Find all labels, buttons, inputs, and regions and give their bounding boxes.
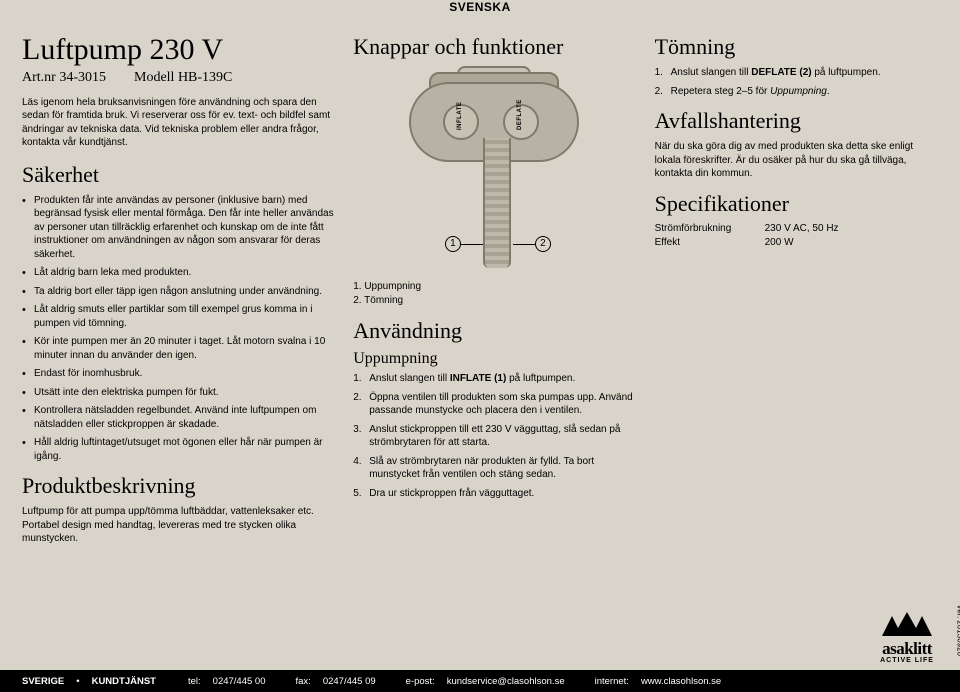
footer-dept: KUNDTJÄNST (92, 676, 156, 687)
safety-item: Kontrollera nätsladden regelbundet. Anvä… (22, 404, 335, 431)
deflate-steps: Anslut slangen till DEFLATE (2) på luftp… (655, 66, 938, 98)
spec-value: 230 V AC, 50 Hz (765, 223, 839, 234)
safety-item: Produkten får inte användas av personer … (22, 194, 335, 262)
usage-heading: Användning (353, 318, 636, 344)
intro-text: Läs igenom hela bruksanvisningen före an… (22, 96, 335, 150)
safety-list: Produkten får inte användas av personer … (22, 194, 335, 464)
column-right: Tömning Anslut slangen till DEFLATE (2) … (655, 34, 938, 552)
pump-hose (483, 138, 511, 268)
spec-row: Effekt 200 W (655, 237, 938, 248)
callout-2: 2 (535, 236, 551, 252)
productdesc-body: Luftpump för att pumpa upp/tömma luftbäd… (22, 505, 335, 546)
step-item: Slå av strömbrytaren när produkten är fy… (353, 455, 636, 482)
step-item: Repetera steg 2–5 för Uppumpning. (655, 85, 938, 99)
safety-item: Håll aldrig luftintaget/utsuget mot ögon… (22, 436, 335, 463)
logo-brand-text: asaklitt (876, 640, 938, 657)
deflate-heading: Tömning (655, 34, 938, 60)
safety-item: Ta aldrig bort eller täpp igen någon ans… (22, 285, 335, 299)
column-left: Luftpump 230 V Art.nr 34-3015 Modell HB-1… (22, 34, 335, 552)
waste-body: När du ska göra dig av med produkten ska… (655, 140, 938, 181)
footer-country: SVERIGE (22, 676, 64, 687)
footer-fax: 0247/445 09 (323, 676, 376, 687)
brand-logo: asaklitt ACTIVE LIFE (876, 612, 938, 664)
specs-heading: Specifikationer (655, 191, 938, 217)
step-item: Dra ur stickproppen från vägguttaget. (353, 487, 636, 501)
inflate-steps: Anslut slangen till INFLATE (1) på luftp… (353, 372, 636, 500)
callout-1: 1 (445, 236, 461, 252)
footer-sep: • (76, 676, 79, 687)
footer-fax-label: fax: (296, 676, 311, 687)
subtitle-row: Art.nr 34-3015 Modell HB-139C (22, 70, 335, 86)
productdesc-heading: Produktbeskrivning (22, 473, 335, 499)
logo-tagline: ACTIVE LIFE (876, 657, 938, 664)
spec-key: Effekt (655, 237, 765, 248)
port-deflate-label: DEFLATE (517, 99, 523, 130)
pump-illustration: INFLATE DEFLATE 1 2 (385, 66, 605, 276)
safety-item: Endast för inomhusbruk. (22, 367, 335, 381)
language-tag: SVENSKA (0, 0, 960, 14)
step-item: Öppna ventilen till produkten som ska pu… (353, 391, 636, 418)
footer-bar: SVERIGE • KUNDTJÄNST tel: 0247/445 00 fa… (0, 670, 960, 692)
safety-item: Låt aldrig smuts eller partiklar som til… (22, 303, 335, 330)
callout-line (513, 244, 535, 245)
step-item: Anslut slangen till DEFLATE (2) på luftp… (655, 66, 938, 80)
footer-tel: 0247/445 00 (213, 676, 266, 687)
version-text: Ver. 20130926 (956, 604, 960, 656)
step-item: Anslut slangen till INFLATE (1) på luftp… (353, 372, 636, 386)
footer-email-label: e-post: (406, 676, 435, 687)
footer-web-label: internet: (595, 676, 629, 687)
column-middle: Knappar och funktioner INFLATE DEFLATE 1… (353, 34, 636, 552)
footer-web: www.clasohlson.se (641, 676, 721, 687)
step-item: Anslut stickproppen till ett 230 V väggu… (353, 423, 636, 450)
waste-heading: Avfallshantering (655, 108, 938, 134)
legend-item: 2. Tömning (353, 294, 636, 308)
footer-tel-label: tel: (188, 676, 201, 687)
callout-line (461, 244, 483, 245)
logo-icon (876, 612, 938, 638)
spec-value: 200 W (765, 237, 794, 248)
port-inflate-label: INFLATE (457, 102, 463, 130)
page-columns: Luftpump 230 V Art.nr 34-3015 Modell HB-1… (0, 20, 960, 552)
illustration-legend: 1. Uppumpning 2. Tömning (353, 280, 636, 308)
article-number: Art.nr 34-3015 (22, 70, 106, 85)
footer-email: kundservice@clasohlson.se (447, 676, 565, 687)
spec-row: Strömförbrukning 230 V AC, 50 Hz (655, 223, 938, 234)
legend-item: 1. Uppumpning (353, 280, 636, 294)
product-title: Luftpump 230 V (22, 34, 335, 66)
inflate-subheading: Uppumpning (353, 350, 636, 368)
model-number: Modell HB-139C (134, 70, 232, 85)
spec-key: Strömförbrukning (655, 223, 765, 234)
safety-heading: Säkerhet (22, 162, 335, 188)
safety-item: Kör inte pumpen mer än 20 minuter i tage… (22, 335, 335, 362)
safety-item: Låt aldrig barn leka med produkten. (22, 266, 335, 280)
safety-item: Utsätt inte den elektriska pumpen för fu… (22, 386, 335, 400)
buttons-heading: Knappar och funktioner (353, 34, 636, 60)
